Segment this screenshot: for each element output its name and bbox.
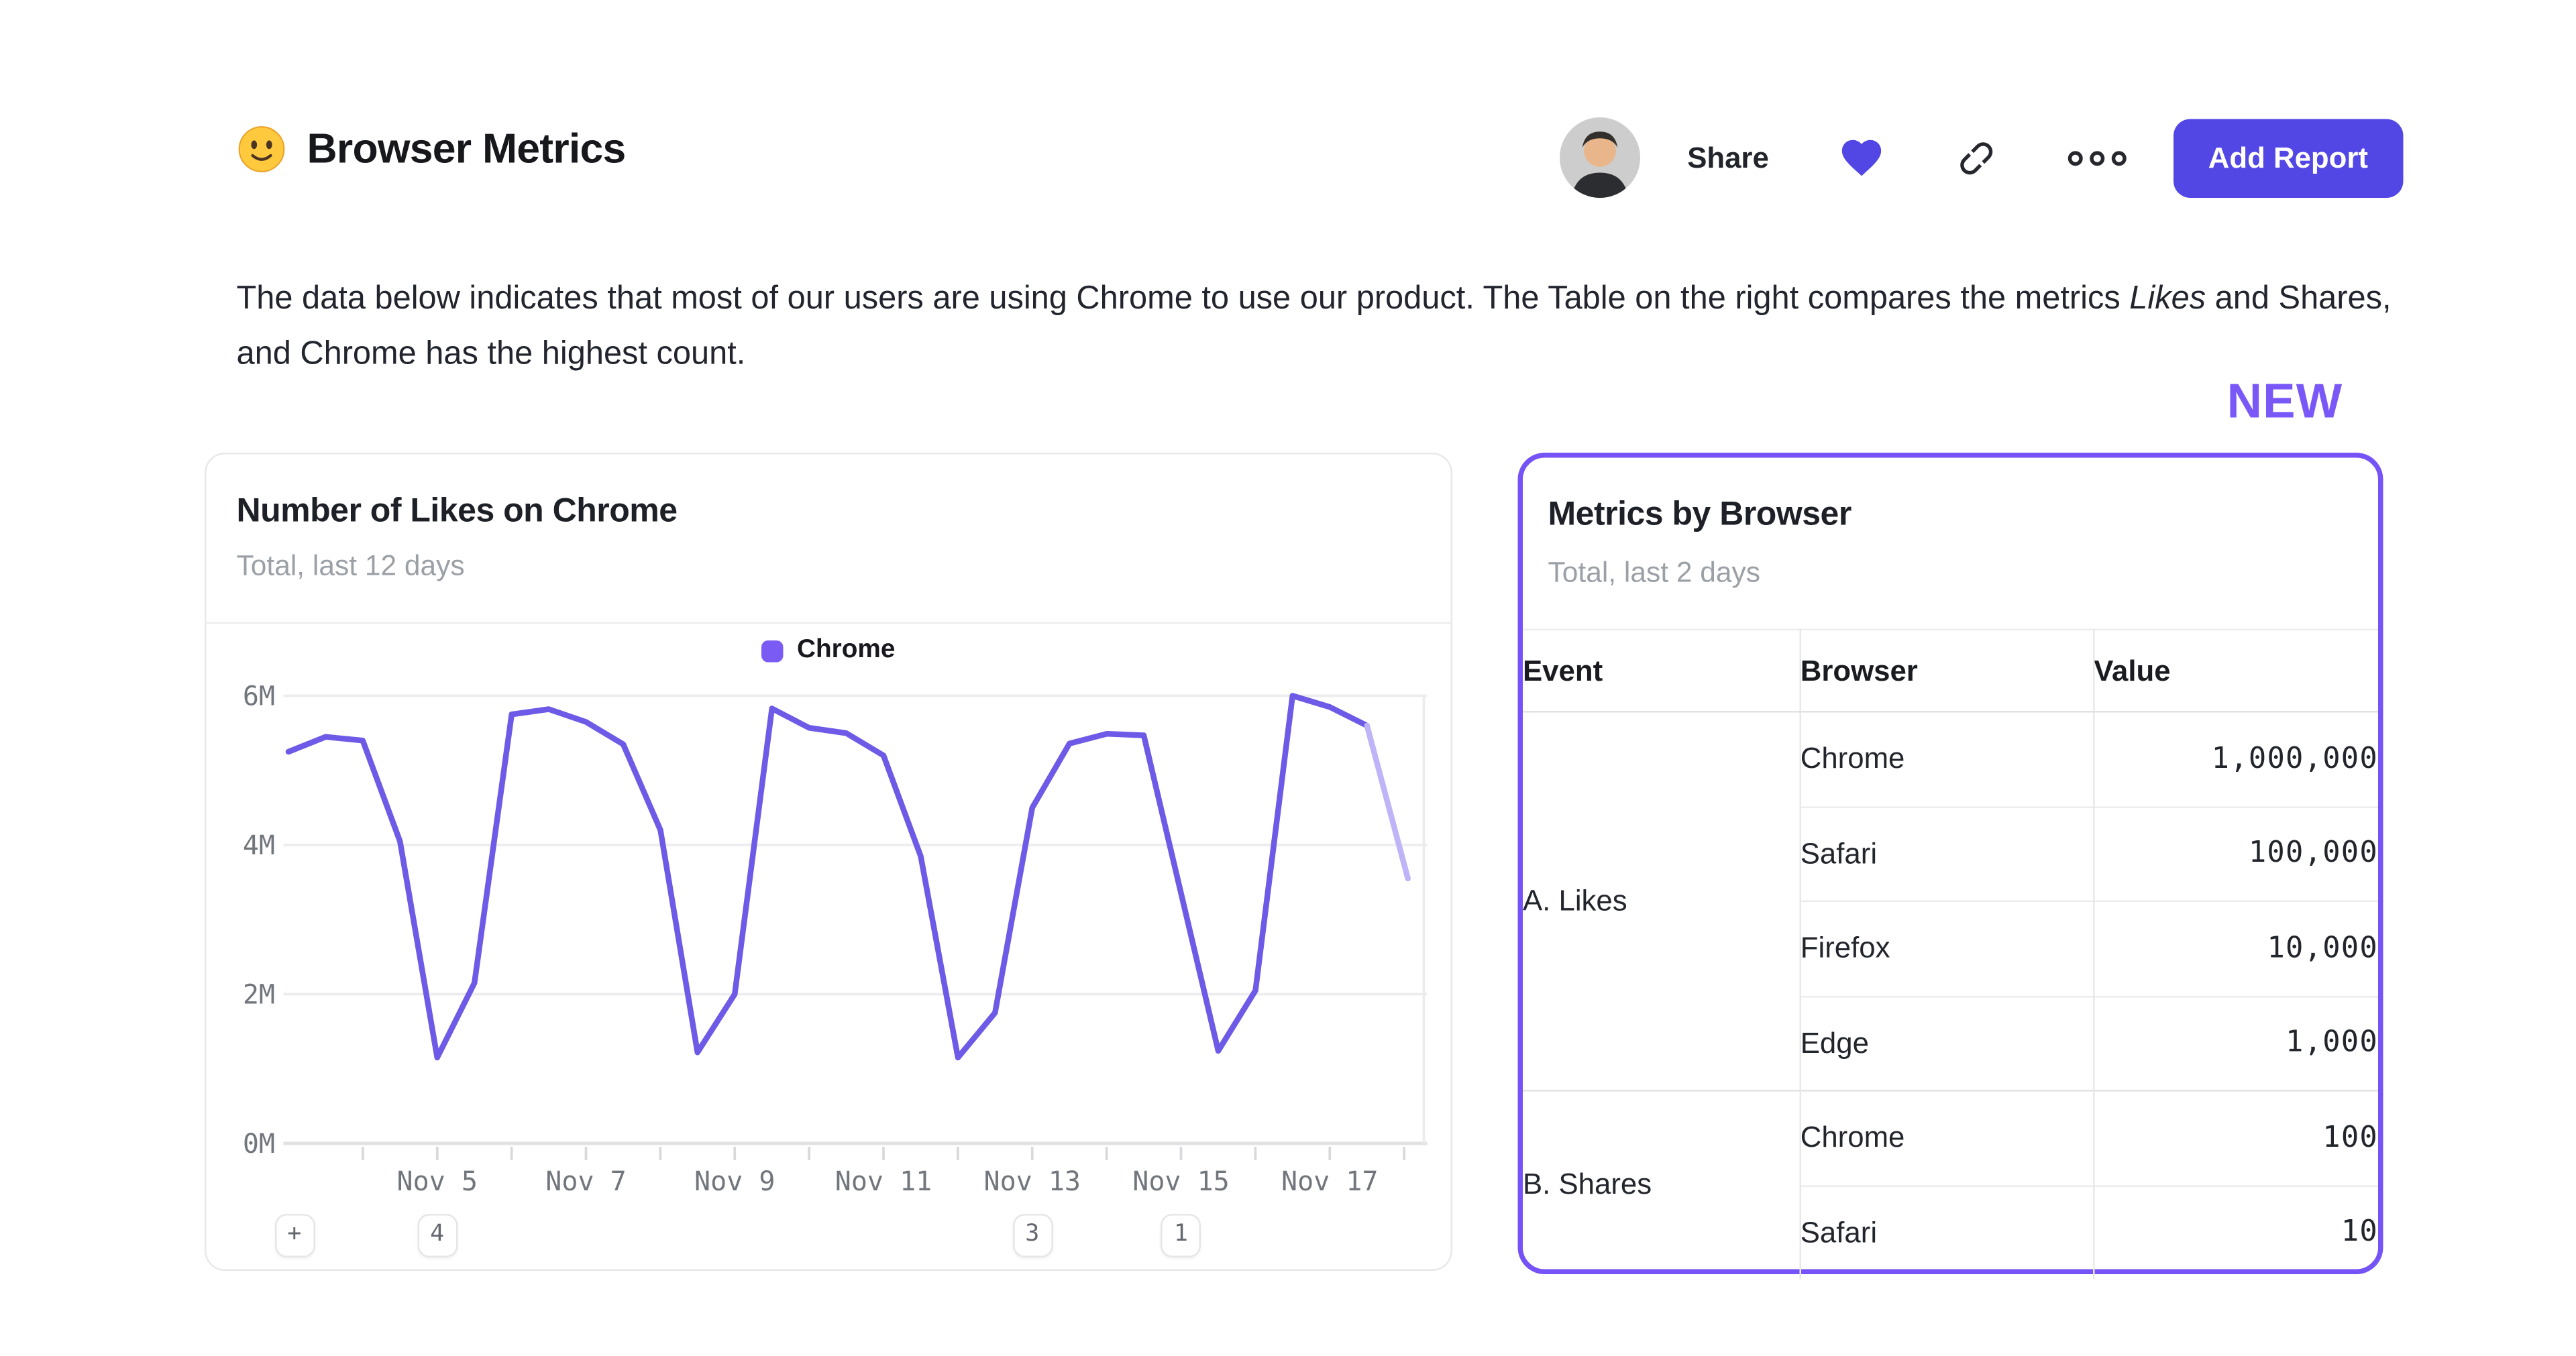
intro-paragraph: The data below indicates that most of ou… [237,272,2400,382]
table-row: Safari 100,000 [1523,805,2378,901]
add-report-button[interactable]: Add Report [2173,118,2404,197]
heart-icon [1836,134,1886,181]
value-cell: 100 [2092,1090,2378,1186]
chrome-line-incomplete [1364,722,1411,882]
new-badge: NEW [2226,376,2343,429]
browser-cell: Safari [1799,805,2093,901]
page-title: Browser Metrics [307,125,627,172]
annotation-chip-3[interactable]: 3 [1012,1214,1053,1257]
y-tick-label: 6M [243,681,275,712]
favorite-button[interactable] [1836,134,1886,181]
browser-cell: Firefox [1799,900,2093,996]
avatar[interactable] [1560,117,1641,198]
browser-cell: Edge [1799,995,2093,1091]
metrics-table: Event Browser Value A. Likes Chrome 1,000,… [1523,628,2378,1280]
browser-cell: Safari [1799,1184,2093,1280]
value-cell: 1,000,000 [2092,712,2378,807]
value-cell: 10,000 [2092,900,2378,996]
legend-swatch-chrome [761,639,784,662]
column-header-event: Event [1523,629,1800,713]
intro-italic-likes: Likes [2129,280,2206,317]
card-divider [206,622,1451,624]
table-row: Safari 10 [1523,1184,2378,1280]
likes-line-chart[interactable]: 0M 2M 4M 6M Nov 5 Nov 7 Nov 9 Nov 11 Nov 13 Nov 1… [207,679,1454,1216]
likes-chart-card: Number of Likes on Chrome Total, last 12… [205,453,1452,1271]
share-button[interactable]: Share [1687,140,1769,176]
x-tick-label: Nov 13 [984,1166,1081,1197]
metrics-table-card: Metrics by Browser Total, last 2 days Ev… [1517,453,2383,1280]
event-cell: B. Shares [1523,1090,1800,1280]
chrome-line [285,693,1370,1061]
y-tick-label: 2M [243,979,275,1010]
y-tick-label: 4M [243,830,275,861]
x-tick-label: Nov 17 [1281,1166,1379,1197]
value-cell: 10 [2092,1184,2378,1280]
page-header: Browser Metrics [237,124,626,174]
link-icon [1953,135,1999,180]
more-options-icon [2065,148,2128,167]
chart-legend: Chrome [207,636,1451,666]
annotation-chip-4[interactable]: 4 [417,1214,458,1257]
x-tick-label: Nov 7 [545,1166,626,1197]
table-row: B. Shares Chrome 100 [1523,1090,2378,1280]
more-options-button[interactable] [2065,148,2128,167]
table-card-subtitle: Total, last 2 days [1548,557,1761,589]
browser-cell: Chrome [1799,1090,2093,1186]
value-cell: 100,000 [2092,805,2378,901]
value-cell: 1,000 [2092,995,2378,1091]
header-actions: Share [1560,117,2404,198]
x-tick-label: Nov 11 [835,1166,932,1197]
table-card-title: Metrics by Browser [1548,496,1852,533]
legend-label-chrome: Chrome [797,635,896,665]
add-annotation-chip[interactable]: + [274,1214,315,1257]
table-row: Edge 1,000 [1523,995,2378,1091]
slightly-smiling-face-icon [237,124,287,174]
column-header-value: Value [2092,629,2378,713]
browser-cell: Chrome [1799,712,2093,807]
x-tick-label: Nov 9 [694,1166,775,1197]
copy-link-button[interactable] [1953,135,1999,180]
event-cell: A. Likes [1523,883,1627,917]
intro-text-1: The data below indicates that most of ou… [236,280,2130,317]
annotation-chip-1[interactable]: 1 [1161,1214,1201,1257]
x-tick-label: Nov 15 [1132,1166,1230,1197]
x-tick-label: Nov 5 [397,1166,478,1197]
table-row: Firefox 10,000 [1523,900,2378,996]
column-header-browser: Browser [1799,629,2093,713]
y-tick-label: 0M [243,1129,275,1160]
chart-card-title: Number of Likes on Chrome [236,493,678,530]
table-header-row: Event Browser Value [1523,629,2378,713]
intro-text-2: and Shares, and Chrome has the highest c… [236,280,2392,373]
table-row: A. Likes Chrome 1,000,000 [1523,712,2378,917]
chart-card-subtitle: Total, last 12 days [236,550,465,582]
